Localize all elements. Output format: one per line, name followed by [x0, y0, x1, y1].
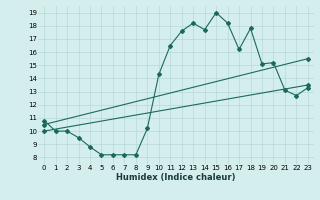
X-axis label: Humidex (Indice chaleur): Humidex (Indice chaleur) [116, 173, 236, 182]
